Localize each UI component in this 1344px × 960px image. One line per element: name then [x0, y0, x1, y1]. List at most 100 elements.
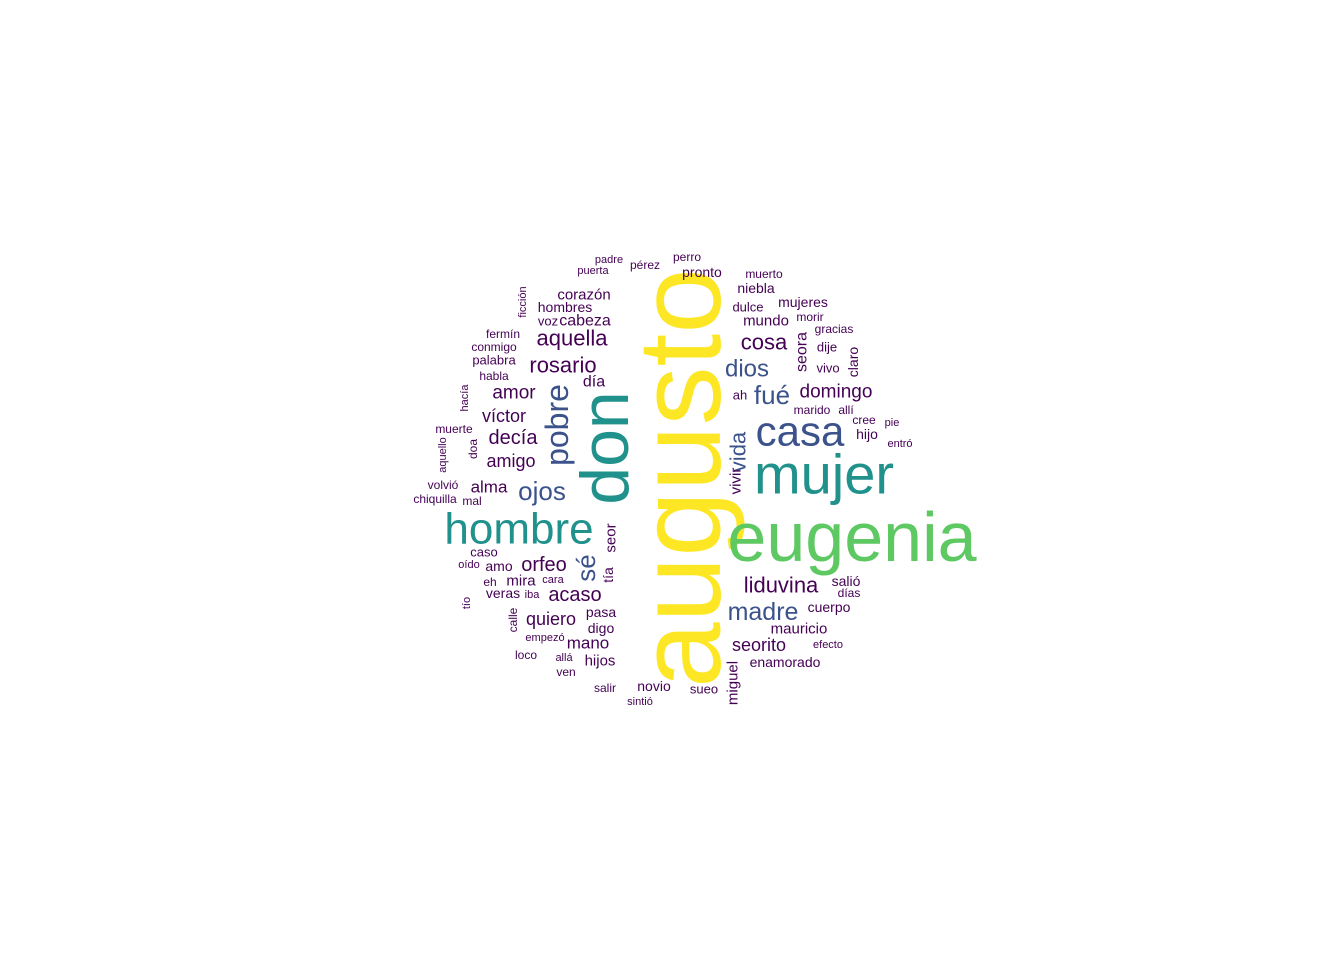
word-57: sueo	[690, 682, 718, 697]
word-3: mujer	[754, 443, 894, 506]
word-18: orfeo	[521, 554, 567, 576]
word-34: vivir	[728, 468, 745, 495]
word-96: ven	[556, 665, 575, 679]
word-75: cree	[852, 413, 876, 427]
word-28: mauricio	[771, 621, 828, 638]
word-17: acaso	[548, 584, 601, 606]
word-22: quiero	[526, 609, 576, 629]
word-37: miguel	[725, 661, 742, 705]
word-15: liduvina	[744, 573, 819, 598]
word-84: padre	[595, 254, 623, 266]
word-20: amor	[492, 383, 536, 404]
word-98: sintió	[627, 696, 653, 708]
word-25: amigo	[486, 451, 535, 471]
word-59: fermín	[486, 327, 520, 341]
word-53: veras	[486, 585, 520, 601]
word-71: morir	[796, 310, 823, 324]
word-5: casa	[756, 408, 845, 455]
word-8: sé	[571, 554, 601, 581]
word-0: augusto	[614, 268, 746, 688]
word-74: allí	[838, 403, 854, 417]
word-88: oído	[458, 559, 479, 571]
word-49: novio	[637, 678, 671, 694]
word-36: seor	[603, 523, 620, 552]
word-45: mujeres	[778, 294, 828, 310]
word-86: hacía	[459, 384, 471, 412]
word-60: conmigo	[471, 340, 517, 354]
word-70: gracias	[815, 322, 854, 336]
word-73: marido	[794, 403, 831, 417]
word-50: salió	[832, 573, 861, 589]
word-95: allá	[555, 652, 573, 664]
word-69: dije	[817, 340, 837, 355]
word-81: pérez	[630, 258, 660, 272]
word-67: calle	[506, 607, 520, 632]
word-29: cuerpo	[808, 599, 851, 615]
word-48: pronto	[682, 264, 722, 280]
word-68: vivo	[816, 361, 839, 376]
word-63: doa	[466, 439, 480, 459]
word-61: habla	[479, 369, 509, 383]
word-51: hijo	[856, 426, 878, 442]
word-6: pobre	[539, 384, 575, 466]
word-91: iba	[525, 589, 541, 601]
word-47: hombres	[538, 299, 592, 315]
word-32: corazón	[557, 287, 610, 304]
word-93: empezó	[525, 632, 564, 644]
word-55: voz	[538, 314, 558, 329]
word-33: día	[583, 374, 605, 391]
word-44: enamorado	[750, 654, 821, 670]
word-23: seorito	[732, 635, 786, 655]
word-14: rosario	[529, 353, 596, 378]
word-65: chiquilla	[413, 492, 457, 506]
word-64: volvió	[428, 478, 459, 492]
word-94: loco	[515, 648, 537, 662]
word-89: cara	[542, 574, 564, 586]
word-41: hijos	[585, 653, 616, 670]
word-72: ah	[733, 388, 747, 403]
word-9: madre	[728, 598, 799, 626]
word-38: claro	[845, 347, 861, 378]
word-4: hombre	[444, 505, 593, 554]
word-97: salir	[594, 681, 616, 695]
word-83: puerta	[577, 265, 609, 277]
word-35: seora	[794, 332, 811, 372]
word-56: dulce	[732, 300, 763, 315]
word-12: vida	[726, 431, 751, 472]
word-1: eugenia	[727, 498, 976, 576]
word-85: ficción	[517, 286, 529, 317]
word-87: aquello	[437, 437, 449, 472]
word-90: eh	[483, 575, 496, 589]
word-30: mundo	[743, 313, 789, 330]
word-58: palabra	[472, 353, 516, 368]
word-80: muerto	[745, 267, 783, 281]
word-78: días	[838, 586, 861, 600]
word-11: fué	[754, 380, 790, 410]
word-21: domingo	[800, 382, 873, 403]
word-54: caso	[470, 545, 497, 560]
word-79: efecto	[813, 639, 843, 651]
word-43: digo	[588, 620, 615, 636]
word-13: aquella	[537, 326, 609, 351]
word-76: pie	[885, 417, 900, 429]
word-39: tía	[600, 567, 616, 583]
word-16: cosa	[741, 330, 788, 355]
word-62: muerte	[435, 422, 473, 436]
word-26: alma	[471, 478, 508, 497]
word-42: pasa	[586, 604, 617, 620]
word-2: don	[567, 391, 643, 504]
word-31: cabeza	[559, 313, 611, 330]
word-24: víctor	[482, 406, 526, 426]
word-92: tío	[461, 597, 473, 609]
word-66: mal	[462, 494, 481, 508]
word-27: mano	[567, 634, 610, 653]
word-52: amo	[485, 558, 512, 574]
word-77: entró	[887, 438, 912, 450]
word-19: decía	[489, 427, 539, 449]
word-7: ojos	[518, 476, 566, 506]
word-40: mira	[506, 573, 536, 590]
word-82: perro	[673, 250, 701, 264]
word-46: niebla	[737, 280, 775, 296]
word-10: dios	[725, 356, 769, 383]
